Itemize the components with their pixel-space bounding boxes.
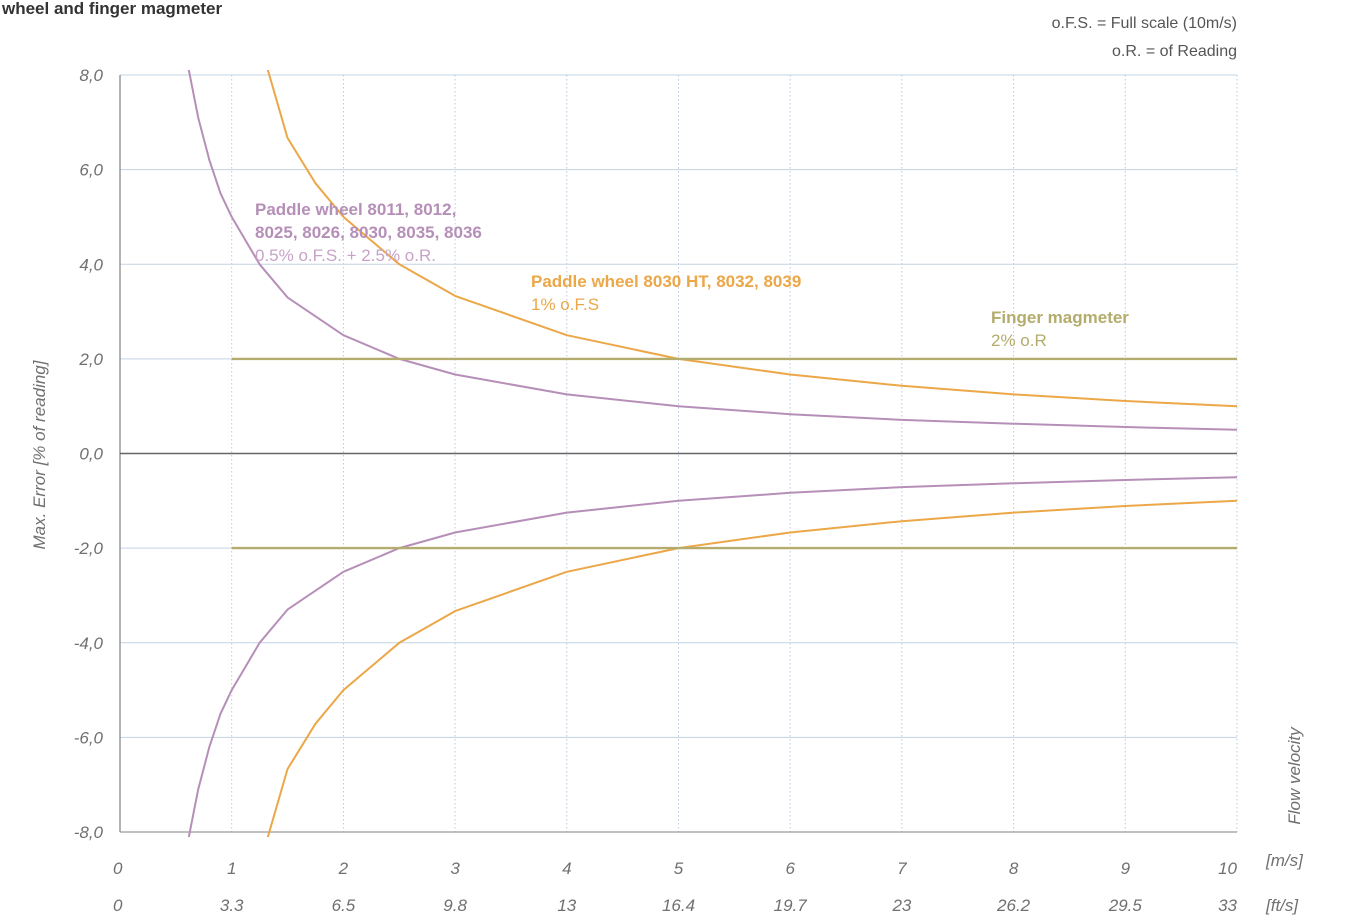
x-tick-label: 5 [674, 859, 684, 878]
y-tick-label: 2,0 [78, 350, 103, 369]
y-tick-label: 6,0 [79, 161, 103, 180]
x2-tick-label: 9.8 [443, 896, 467, 915]
finger-formula: 2% o.R [991, 331, 1047, 350]
axes: 8,06,04,02,00,0-2,0-4,0-6,0-8,00013.326.… [74, 66, 1238, 915]
x-tick-label: 7 [897, 859, 907, 878]
x-tick-label: 6 [785, 859, 795, 878]
y-tick-label: 8,0 [79, 66, 103, 85]
y-tick-label: 0,0 [79, 445, 103, 464]
y-tick-label: -6,0 [74, 728, 104, 747]
x2-tick-label: 33 [1218, 896, 1237, 915]
x2-tick-label: 23 [891, 896, 911, 915]
paddle-ht-label: Paddle wheel 8030 HT, 8032, 8039 [531, 272, 801, 291]
paddle-label-line-2: 8025, 8026, 8030, 8035, 8036 [255, 223, 482, 242]
paddle-lower-line [187, 476, 1238, 837]
x-tick-label: 3 [450, 859, 460, 878]
y-tick-label: -4,0 [74, 634, 104, 653]
x2-tick-label: 16.4 [662, 896, 695, 915]
x2-tick-label: 29.5 [1108, 896, 1143, 915]
x-tick-label: 4 [562, 859, 571, 878]
y-tick-label: -2,0 [74, 539, 104, 558]
note-full-scale: o.F.S. = Full scale (10m/s) [1052, 15, 1237, 32]
y-axis-title: Max. Error [% of reading] [30, 359, 49, 549]
x-tick-label: 1 [227, 859, 236, 878]
x2-tick-label: 0 [113, 896, 123, 915]
x2-unit-label: [ft/s] [1265, 896, 1299, 915]
paddle-ht-lower-line [266, 499, 1238, 837]
paddle-ht-upper-line [266, 70, 1238, 408]
x2-tick-label: 3.3 [220, 896, 244, 915]
y-tick-label: 4,0 [79, 255, 103, 274]
x2-tick-label: 6.5 [332, 896, 356, 915]
series-lines [187, 70, 1238, 837]
x-unit-label: [m/s] [1265, 851, 1304, 870]
paddle-formula: 0.5% o.F.S. + 2.5% o.R. [255, 246, 436, 265]
x-tick-label: 9 [1121, 859, 1131, 878]
x-axis-title: Flow velocity [1285, 726, 1304, 825]
finger-label: Finger magmeter [991, 308, 1129, 327]
x2-tick-label: 19.7 [774, 896, 808, 915]
x-tick-label: 2 [338, 859, 349, 878]
note-of-reading: o.R. = of Reading [1112, 43, 1237, 60]
paddle-ht-formula: 1% o.F.S [531, 295, 599, 314]
chart-title: wheel and finger magmeter [1, 0, 222, 18]
y-tick-label: -8,0 [74, 823, 104, 842]
x-tick-label: 8 [1009, 859, 1019, 878]
paddle-label-line-1: Paddle wheel 8011, 8012, [255, 200, 456, 219]
x2-tick-label: 13 [557, 896, 576, 915]
x-tick-label: 10 [1218, 859, 1237, 878]
x2-tick-label: 26.2 [996, 896, 1031, 915]
x-tick-label: 0 [113, 859, 123, 878]
